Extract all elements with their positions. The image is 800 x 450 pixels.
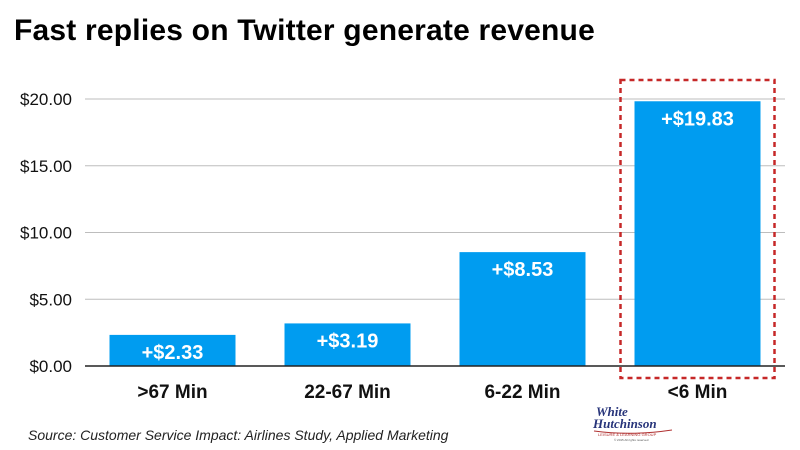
logo-tagline: LEISURE & LEARNING GROUP <box>598 432 657 437</box>
bar-chart: $0.00 $5.00 $10.00 $15.00 $20.00 +$2.33 >67 Mi… <box>0 0 800 450</box>
white-hutchinson-logo: White Hutchinson LEISURE & LEARNING GROU… <box>592 405 678 443</box>
x-category-label: <6 Min <box>668 382 728 403</box>
source-caption: Source: Customer Service Impact: Airline… <box>28 427 448 443</box>
bar-data-label: +$3.19 <box>317 330 379 352</box>
y-tick-label: $5.00 <box>29 290 72 309</box>
logo-copyright: © 2015 All rights reserved <box>614 438 649 442</box>
x-category-label: 6-22 Min <box>484 382 560 403</box>
bar <box>635 101 761 366</box>
x-category-label: >67 Min <box>137 382 207 403</box>
logo-line2: Hutchinson <box>592 416 657 431</box>
y-tick-label: $15.00 <box>20 157 72 176</box>
y-tick-label: $20.00 <box>20 90 72 109</box>
x-category-label: 22-67 Min <box>304 382 391 403</box>
bar-data-label: +$19.83 <box>661 108 734 130</box>
y-tick-label: $0.00 <box>29 357 72 376</box>
bar-data-label: +$8.53 <box>492 259 554 281</box>
bar-data-label: +$2.33 <box>142 342 204 364</box>
y-tick-label: $10.00 <box>20 224 72 243</box>
